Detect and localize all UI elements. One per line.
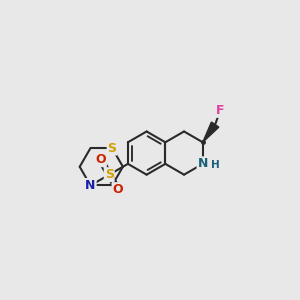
Text: F: F bbox=[216, 104, 224, 117]
Text: O: O bbox=[112, 183, 123, 196]
Text: S: S bbox=[105, 168, 114, 181]
Text: N: N bbox=[198, 158, 208, 170]
Text: N: N bbox=[85, 179, 96, 192]
Text: O: O bbox=[95, 153, 106, 166]
Text: S: S bbox=[108, 142, 117, 154]
Polygon shape bbox=[203, 122, 219, 142]
Text: H: H bbox=[211, 160, 219, 170]
